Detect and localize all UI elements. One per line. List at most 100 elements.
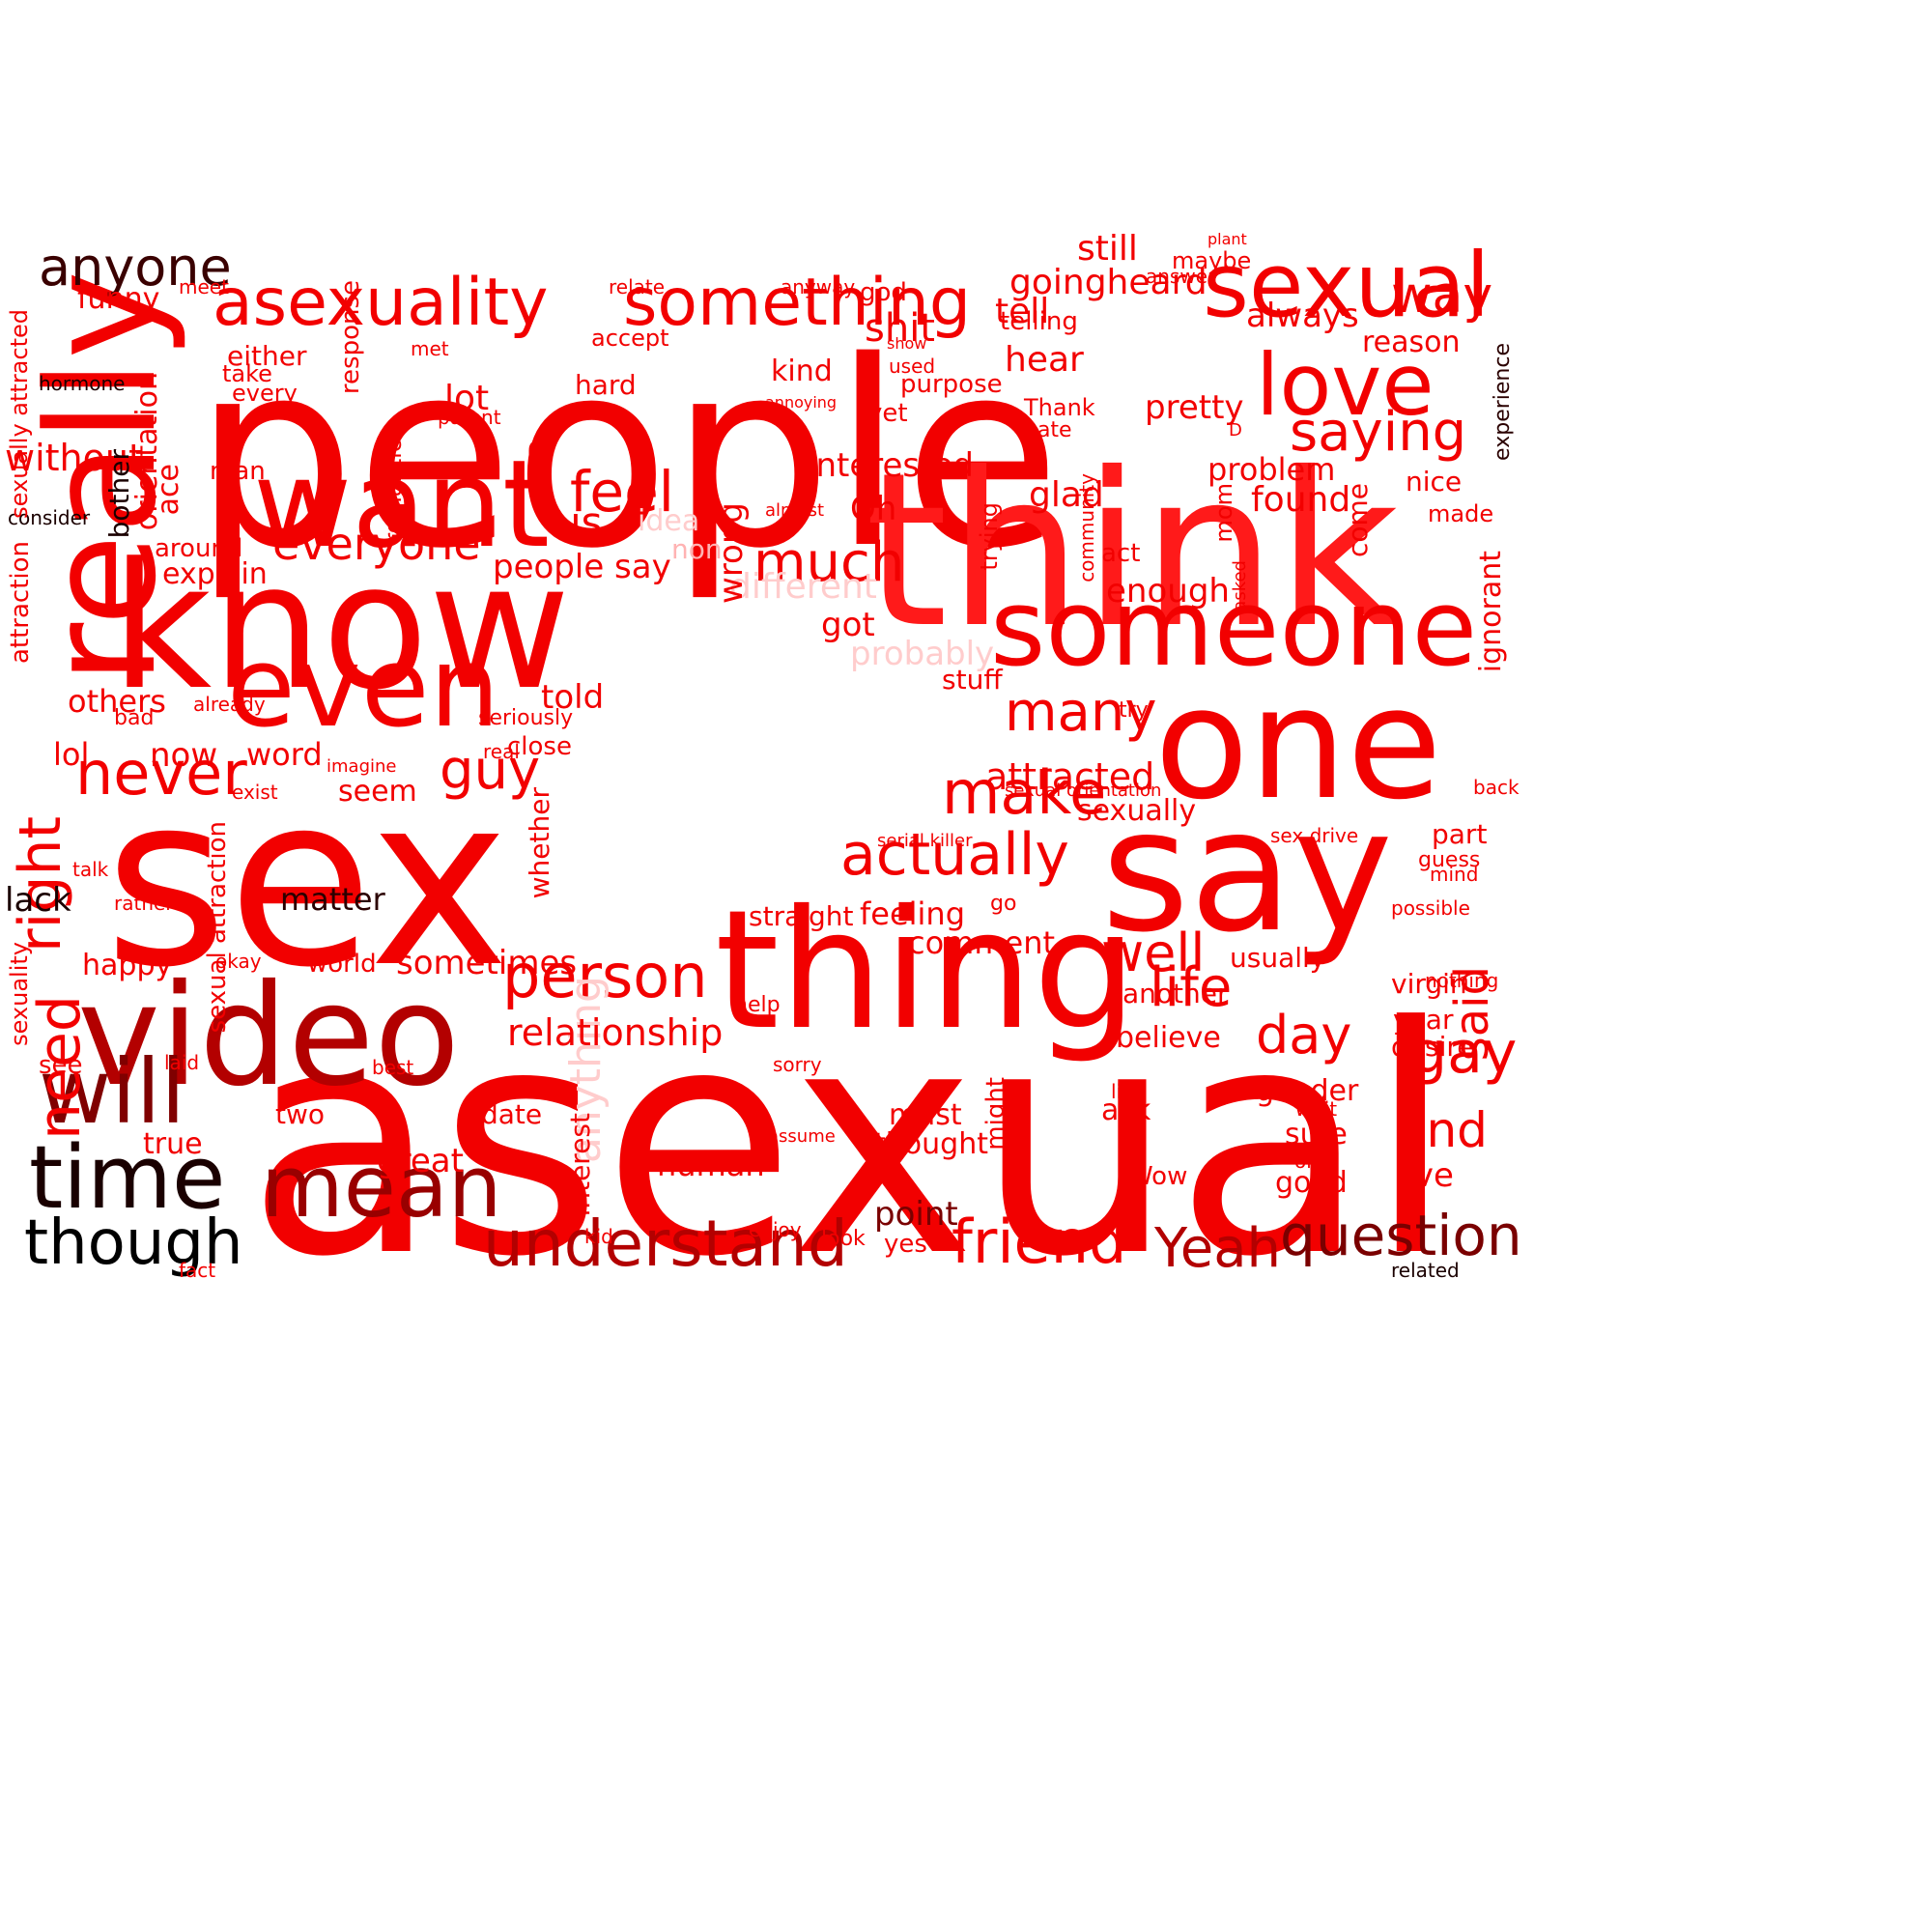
- cloud-word: people say: [493, 548, 671, 586]
- cloud-word: say: [1101, 774, 1393, 970]
- cloud-word: almost: [765, 500, 825, 521]
- cloud-word: bad: [114, 706, 155, 730]
- cloud-word: D: [1229, 420, 1242, 440]
- cloud-word: experience: [1491, 343, 1515, 461]
- cloud-word: romantic: [380, 440, 407, 543]
- cloud-word: explain: [162, 557, 268, 591]
- cloud-word: take: [222, 360, 272, 387]
- cloud-word: relationship: [507, 1011, 724, 1054]
- cloud-word: interested: [807, 446, 974, 485]
- cloud-word: Thank: [1024, 394, 1095, 421]
- cloud-word: life: [1150, 956, 1233, 1019]
- cloud-word: kind: [771, 355, 833, 388]
- cloud-word: something: [623, 265, 972, 341]
- cloud-word: Oh: [850, 490, 897, 528]
- cloud-word: usually: [1230, 942, 1326, 974]
- cloud-word: hormone: [39, 372, 126, 395]
- cloud-word: pretty: [1145, 388, 1244, 427]
- cloud-word: enough: [1106, 572, 1230, 611]
- cloud-word: wrong: [712, 502, 751, 604]
- cloud-word: someone: [990, 566, 1478, 690]
- cloud-word: nothing: [1425, 969, 1499, 992]
- cloud-word: sex: [104, 744, 510, 1019]
- cloud-word: try: [1119, 698, 1149, 723]
- cloud-word: either: [227, 340, 307, 372]
- cloud-word: want: [253, 435, 551, 575]
- cloud-word: plant: [1208, 230, 1247, 248]
- cloud-word: guess: [1418, 848, 1481, 872]
- cloud-word: another: [1122, 978, 1229, 1009]
- cloud-word: exist: [232, 781, 278, 804]
- cloud-word: probably: [850, 635, 995, 673]
- cloud-word: purpose: [900, 370, 1003, 399]
- cloud-word: day: [1256, 1005, 1352, 1065]
- cloud-word: possible: [1391, 896, 1470, 920]
- cloud-word: us: [555, 498, 603, 546]
- cloud-word: sexual attraction: [203, 821, 232, 1034]
- cloud-word: comment: [908, 924, 1056, 961]
- cloud-word: much: [753, 531, 905, 594]
- cloud-word: told: [541, 678, 605, 717]
- cloud-word: answer: [1146, 265, 1216, 288]
- cloud-word: consider: [8, 506, 91, 529]
- cloud-word: go: [990, 892, 1017, 916]
- cloud-word: telling: [1000, 307, 1078, 336]
- cloud-word: back: [1473, 776, 1520, 799]
- cloud-word: problem: [1208, 451, 1336, 488]
- cloud-word: laid: [164, 1051, 200, 1074]
- cloud-word: idea: [638, 504, 700, 538]
- cloud-word: people: [193, 307, 1062, 605]
- cloud-word: others: [68, 683, 166, 720]
- cloud-word: mom: [1210, 483, 1237, 543]
- cloud-word: look: [821, 1227, 866, 1251]
- cloud-word: rather: [114, 892, 174, 915]
- cloud-word: tell: [995, 292, 1050, 331]
- cloud-word: line: [1111, 1080, 1147, 1103]
- cloud-word: feeling: [860, 895, 966, 932]
- cloud-word: meet: [179, 275, 229, 298]
- cloud-word: act: [1101, 539, 1141, 568]
- cloud-word: reason: [1362, 326, 1461, 359]
- cloud-word: maybe: [1172, 247, 1252, 274]
- cloud-word: anyone: [39, 237, 232, 298]
- cloud-word: hard: [575, 369, 637, 401]
- cloud-word: sexually: [1077, 794, 1197, 828]
- cloud-word: word: [246, 736, 323, 773]
- cloud-word: attraction: [6, 541, 35, 665]
- cloud-word: gay: [1410, 1019, 1518, 1087]
- cloud-word: XD: [525, 440, 552, 473]
- cloud-word: accept: [591, 325, 669, 352]
- cloud-word: ignorant: [1474, 551, 1508, 673]
- cloud-word: way: [1391, 267, 1493, 325]
- cloud-word: assume: [768, 1126, 836, 1147]
- cloud-word: true: [143, 1127, 203, 1161]
- cloud-word: see: [39, 1051, 83, 1080]
- cloud-word: part: [1432, 818, 1488, 850]
- cloud-word: sexual: [1203, 234, 1491, 337]
- cloud-word: many: [1005, 681, 1157, 744]
- cloud-word: love: [1256, 335, 1435, 435]
- cloud-word: happy: [82, 949, 173, 982]
- cloud-word: never: [75, 738, 247, 809]
- cloud-word: annoying: [765, 393, 838, 412]
- cloud-word: yet: [867, 399, 908, 428]
- cloud-word: date: [481, 1098, 543, 1130]
- cloud-word: show: [887, 334, 927, 353]
- cloud-word: asexuality: [213, 265, 549, 341]
- cloud-word: Wow: [1128, 1162, 1188, 1191]
- cloud-word: met: [411, 337, 449, 360]
- cloud-word: related: [1391, 1259, 1460, 1282]
- cloud-word: everyone: [272, 518, 481, 570]
- cloud-word: sometimes: [396, 944, 578, 982]
- cloud-word: must: [889, 1098, 962, 1132]
- cloud-word: hear: [1005, 340, 1084, 380]
- cloud-word: attracted: [985, 755, 1155, 798]
- cloud-word: funny: [77, 282, 160, 316]
- cloud-word: find: [1396, 1102, 1488, 1158]
- cloud-word: though: [24, 1208, 243, 1279]
- cloud-word: matter: [280, 881, 385, 918]
- cloud-word: different: [729, 567, 877, 607]
- cloud-word: video: [77, 954, 461, 1118]
- cloud-word: understand: [483, 1207, 848, 1281]
